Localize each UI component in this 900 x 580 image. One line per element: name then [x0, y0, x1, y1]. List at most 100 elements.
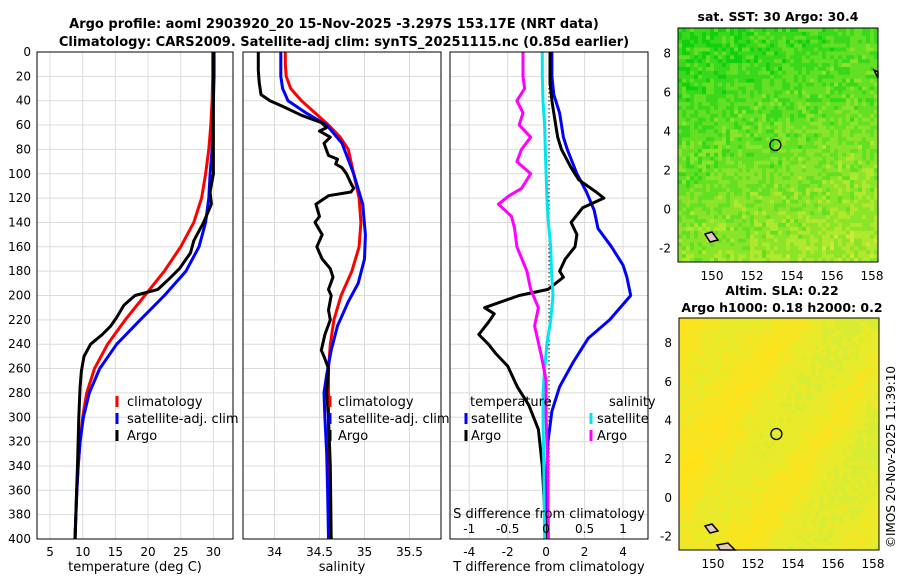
- heatmap-cell: [755, 368, 760, 373]
- heatmap-cell: [798, 207, 803, 212]
- heatmap-cell: [703, 348, 708, 354]
- heatmap-cell: [754, 51, 759, 56]
- heatmap-cell: [694, 94, 699, 99]
- heatmap-cell: [859, 356, 864, 361]
- heatmap-cell: [727, 325, 732, 330]
- heatmap-cell: [786, 184, 791, 189]
- heatmap-cell: [794, 90, 799, 95]
- heatmap-cell: [855, 441, 860, 446]
- heatmap-cell: [810, 59, 815, 64]
- heatmap-cell: [702, 160, 707, 165]
- heatmap-cell: [707, 379, 712, 385]
- heatmap-cell: [798, 164, 803, 169]
- heatmap-cell: [862, 203, 867, 208]
- heatmap-cell: [754, 94, 759, 99]
- heatmap-cell: [726, 238, 731, 243]
- heatmap-cell: [867, 449, 872, 454]
- heatmap-cell: [722, 246, 727, 251]
- heatmap-cell: [871, 453, 876, 458]
- heatmap-cell: [686, 148, 691, 154]
- heatmap-cell: [695, 453, 700, 458]
- heatmap-cell: [686, 78, 691, 83]
- heatmap-cell: [850, 226, 855, 232]
- heatmap-cell: [750, 215, 755, 220]
- heatmap-cell: [694, 82, 699, 87]
- heatmap-cell: [838, 137, 843, 142]
- heatmap-cell: [863, 453, 868, 458]
- heatmap-cell: [762, 129, 767, 134]
- heatmap-cell: [746, 250, 751, 255]
- heatmap-cell: [778, 86, 783, 91]
- heatmap-cell: [806, 63, 811, 68]
- heatmap-cell: [754, 187, 759, 193]
- heatmap-cell: [770, 191, 775, 197]
- heatmap-cell: [866, 31, 871, 37]
- heatmap-cell: [727, 410, 732, 416]
- heatmap-cell: [835, 379, 840, 385]
- heatmap-cell: [763, 441, 768, 446]
- heatmap-cell: [787, 426, 792, 431]
- heatmap-cell: [734, 211, 739, 216]
- heatmap-cell: [794, 98, 799, 103]
- heatmap-cell: [807, 325, 812, 330]
- heatmap-cell: [830, 258, 835, 263]
- heatmap-cell: [726, 133, 731, 138]
- heatmap-cell: [863, 410, 868, 416]
- heatmap-cell: [766, 117, 771, 122]
- heatmap-cell: [738, 125, 743, 130]
- heatmap-cell: [831, 441, 836, 446]
- heatmap-cell: [715, 352, 720, 358]
- heatmap-cell: [859, 345, 864, 350]
- heatmap-cell: [838, 230, 843, 236]
- heatmap-cell: [686, 67, 691, 72]
- heatmap-cell: [731, 430, 736, 435]
- heatmap-cell: [738, 82, 743, 87]
- depth-tick-labels: 0204060801001201401601802002202402602803…: [8, 45, 31, 546]
- heatmap-cell: [706, 47, 711, 52]
- heatmap-cell: [814, 109, 819, 115]
- heatmap-cell: [754, 226, 759, 232]
- heatmap-cell: [678, 141, 683, 146]
- heatmap-cell: [822, 219, 827, 224]
- heatmap-cell: [842, 137, 847, 142]
- heatmap-cell: [694, 28, 699, 33]
- heatmap-cell: [762, 191, 767, 197]
- heatmap-cell: [706, 55, 711, 60]
- heatmap-cell: [730, 129, 735, 134]
- heatmap-cell: [718, 230, 723, 236]
- heatmap-cell: [802, 28, 807, 33]
- heatmap-cell: [683, 387, 688, 392]
- heatmap-cell: [795, 441, 800, 446]
- heatmap-cell: [719, 364, 724, 369]
- heatmap-cell: [726, 258, 731, 263]
- heatmap-cell: [782, 78, 787, 83]
- heatmap-cell: [806, 28, 811, 33]
- heatmap-cell: [734, 129, 739, 134]
- heatmap-cell: [858, 117, 863, 122]
- heatmap-cell: [803, 441, 808, 446]
- heatmap-cell: [687, 321, 692, 327]
- heatmap-cell: [719, 318, 724, 323]
- heatmap-cell: [747, 318, 752, 323]
- heatmap-cell: [723, 395, 728, 400]
- heatmap-cell: [834, 90, 839, 95]
- heatmap-cell: [851, 391, 856, 396]
- heatmap-cell: [842, 250, 847, 255]
- heatmap-cell: [691, 437, 696, 443]
- heatmap-cell: [699, 321, 704, 327]
- heatmap-cell: [826, 230, 831, 236]
- heatmap-cell: [787, 368, 792, 373]
- heatmap-cell: [715, 422, 720, 427]
- heatmap-cell: [759, 437, 764, 443]
- heatmap-cell: [799, 376, 804, 381]
- heatmap-cell: [714, 187, 719, 193]
- heatmap-cell: [810, 215, 815, 220]
- heatmap-cell: [798, 78, 803, 83]
- heatmap-cell: [731, 399, 736, 404]
- heatmap-cell: [783, 406, 788, 412]
- heatmap-cell: [843, 445, 848, 450]
- heatmap-cell: [695, 387, 700, 392]
- heatmap-cell: [686, 223, 691, 228]
- heatmap-cell: [742, 172, 747, 177]
- heatmap-cell: [790, 51, 795, 56]
